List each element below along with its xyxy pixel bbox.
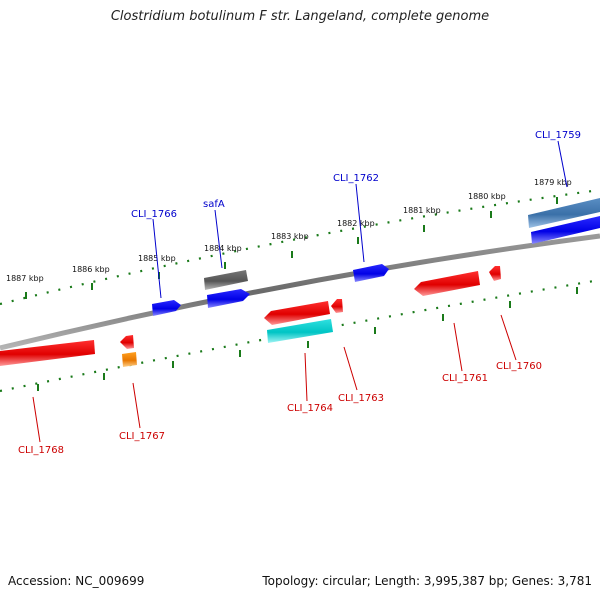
- callout-cli-1768: [32, 396, 41, 443]
- gene-cli-1759-arrow[interactable]: [528, 198, 600, 228]
- label-cli-1760[interactable]: CLI_1760: [496, 361, 542, 372]
- accession-text: Accession: NC_009699: [8, 574, 145, 588]
- callout-safa: [214, 209, 223, 269]
- label-cli-1762[interactable]: CLI_1762: [333, 173, 379, 184]
- label-cli-1761[interactable]: CLI_1761: [442, 373, 488, 384]
- gene-cli-1761-arrow[interactable]: [414, 271, 480, 296]
- label-cli-1763[interactable]: CLI_1763: [338, 393, 384, 404]
- callout-cli-1763: [343, 346, 358, 391]
- label-cli-1767[interactable]: CLI_1767: [119, 431, 165, 442]
- tick-ring-inner: [0, 278, 600, 393]
- gene-safa-arrow[interactable]: [204, 270, 248, 290]
- tick-label: 1883 kbp: [271, 232, 309, 241]
- label-cli-1768[interactable]: CLI_1768: [18, 445, 64, 456]
- tick-label: 1881 kbp: [403, 206, 441, 215]
- gene-cli-1767-arrow-b[interactable]: [122, 352, 137, 367]
- callout-lines: [32, 140, 568, 443]
- tick-label: 1884 kbp: [204, 244, 242, 253]
- tick-label: 1886 kbp: [72, 265, 110, 274]
- label-cli-1766[interactable]: CLI_1766: [131, 209, 177, 220]
- callout-cli-1764: [304, 352, 308, 402]
- callout-cli-1759: [557, 140, 568, 188]
- gene-cli-1763-arrow[interactable]: [331, 299, 343, 313]
- map-title: Clostridium botulinum F str. Langeland, …: [110, 9, 490, 24]
- callout-cli-1766: [152, 218, 162, 299]
- gene-cli-1762-arrow[interactable]: [353, 264, 389, 282]
- callout-cli-1762: [355, 183, 365, 263]
- reverse-strand-genes: [0, 266, 501, 367]
- label-safa[interactable]: safA: [203, 199, 225, 210]
- callout-cli-1761: [453, 322, 463, 372]
- genome-backbone: [0, 233, 600, 351]
- gene-safa-arrow-b[interactable]: [207, 289, 250, 308]
- gene-cli-1760-arrow[interactable]: [489, 266, 501, 281]
- tick-marks: 1887 kbp 1886 kbp 1885 kbp 1884 kbp 1883…: [6, 178, 578, 391]
- gene-cli-1764-arrow[interactable]: [264, 301, 330, 325]
- gene-cli-1766-arrow[interactable]: [152, 300, 181, 316]
- callout-cli-1760: [500, 314, 517, 361]
- gene-labels: CLI_1759 CLI_1762 safA CLI_1766 CLI_1760…: [18, 130, 581, 456]
- genome-summary-text: Topology: circular; Length: 3,995,387 bp…: [262, 574, 592, 588]
- forward-strand-genes: [152, 198, 600, 316]
- gene-cli-1759-arrow-b[interactable]: [531, 216, 600, 244]
- label-cli-1759[interactable]: CLI_1759: [535, 130, 581, 141]
- gene-cli-1764-arrow-b[interactable]: [267, 319, 333, 343]
- gene-cli-1767-arrow[interactable]: [120, 335, 134, 349]
- tick-label: 1880 kbp: [468, 192, 506, 201]
- tick-label: 1887 kbp: [6, 274, 44, 283]
- label-cli-1764[interactable]: CLI_1764: [287, 403, 333, 414]
- tick-label: 1882 kbp: [337, 219, 375, 228]
- tick-label: 1879 kbp: [534, 178, 572, 187]
- callout-cli-1767: [132, 382, 141, 429]
- gene-cli-1768-arrow[interactable]: [0, 340, 95, 366]
